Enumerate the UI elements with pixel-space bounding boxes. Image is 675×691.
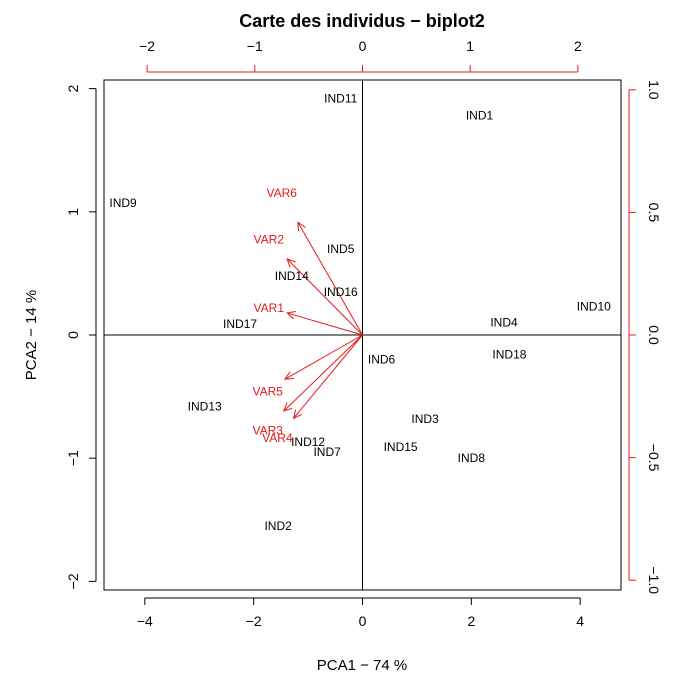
left-tick-label: 1 <box>65 208 81 216</box>
ind-label-ind12: IND12 <box>291 435 325 449</box>
left-tick-label: −2 <box>65 573 81 589</box>
arrowhead-var3 <box>283 402 293 412</box>
left-tick-label: 2 <box>65 85 81 93</box>
arrow-var3 <box>283 334 363 412</box>
ind-label-ind4: IND4 <box>490 316 518 330</box>
bottom-tick-label: −4 <box>137 613 153 629</box>
ind-label-ind3: IND3 <box>411 412 439 426</box>
top-tick-label: 1 <box>466 38 474 54</box>
ind-label-ind5: IND5 <box>327 242 355 256</box>
y-axis-title: PCA2 − 14 % <box>23 290 40 380</box>
arrowhead-var5 <box>283 371 294 380</box>
ind-label-ind17: IND17 <box>223 317 257 331</box>
ind-label-ind11: IND11 <box>324 91 357 105</box>
top-x-axis: −2 −1 0 1 2 <box>139 38 582 73</box>
ind-label-ind8: IND8 <box>458 451 486 465</box>
ind-label-ind9: IND9 <box>109 196 137 210</box>
individual-labels: IND1 IND2 IND3 IND4 IND5 IND6 IND7 IND8 IND9 IND1… <box>109 91 611 532</box>
top-tick-label: −1 <box>247 38 263 54</box>
ind-label-ind15: IND15 <box>384 440 418 454</box>
arrow-var4 <box>293 334 363 419</box>
arrowhead-var1 <box>285 310 297 320</box>
var-label-var1: VAR1 <box>254 301 285 315</box>
right-tick-label: 0.0 <box>646 325 662 345</box>
x-axis-title: PCA1 − 74 % <box>317 657 407 674</box>
ind-label-ind2: IND2 <box>264 519 292 533</box>
var-label-var6: VAR6 <box>266 186 297 200</box>
ind-label-ind13: IND13 <box>188 399 222 413</box>
arrowhead-var6 <box>297 221 306 232</box>
ind-label-ind16: IND16 <box>324 285 358 299</box>
left-y-axis: −2 −1 0 1 2 <box>65 85 97 589</box>
arrowhead-var4 <box>292 409 302 420</box>
ind-label-ind14: IND14 <box>275 269 309 283</box>
var-label-var2: VAR2 <box>254 232 285 246</box>
bottom-tick-label: 4 <box>576 613 584 629</box>
bottom-tick-label: 2 <box>467 613 475 629</box>
arrow-var2 <box>286 258 363 336</box>
left-tick-label: −1 <box>65 450 81 466</box>
arrow-var6 <box>297 221 363 336</box>
ind-label-ind6: IND6 <box>368 353 396 367</box>
left-tick-label: 0 <box>65 331 81 339</box>
top-tick-label: 2 <box>574 38 582 54</box>
right-tick-label: −0.5 <box>646 444 662 472</box>
ind-label-ind18: IND18 <box>492 348 526 362</box>
bottom-tick-label: −2 <box>246 613 262 629</box>
top-tick-label: −2 <box>139 38 155 54</box>
bottom-x-axis: −4 −2 0 2 4 <box>137 597 584 629</box>
chart-title: Carte des individus − biplot2 <box>239 11 485 31</box>
variable-arrows <box>283 221 363 420</box>
right-y-axis: −1.0 −0.5 0.0 0.5 1.0 <box>628 80 662 594</box>
var-label-var3: VAR3 <box>252 424 283 438</box>
var-label-var5: VAR5 <box>252 384 283 398</box>
top-tick-label: 0 <box>359 38 367 54</box>
arrowhead-var2 <box>286 258 296 268</box>
right-tick-label: 0.5 <box>646 203 662 223</box>
ind-label-ind10: IND10 <box>577 300 611 314</box>
arrow-var5 <box>284 334 363 380</box>
ind-label-ind1: IND1 <box>466 109 494 123</box>
right-tick-label: 1.0 <box>646 80 662 100</box>
var-label-var4: VAR4 <box>262 431 293 445</box>
ind-label-ind7: IND7 <box>313 445 341 459</box>
bottom-tick-label: 0 <box>359 613 367 629</box>
arrow-var1 <box>286 312 363 336</box>
right-tick-label: −1.0 <box>646 566 662 594</box>
